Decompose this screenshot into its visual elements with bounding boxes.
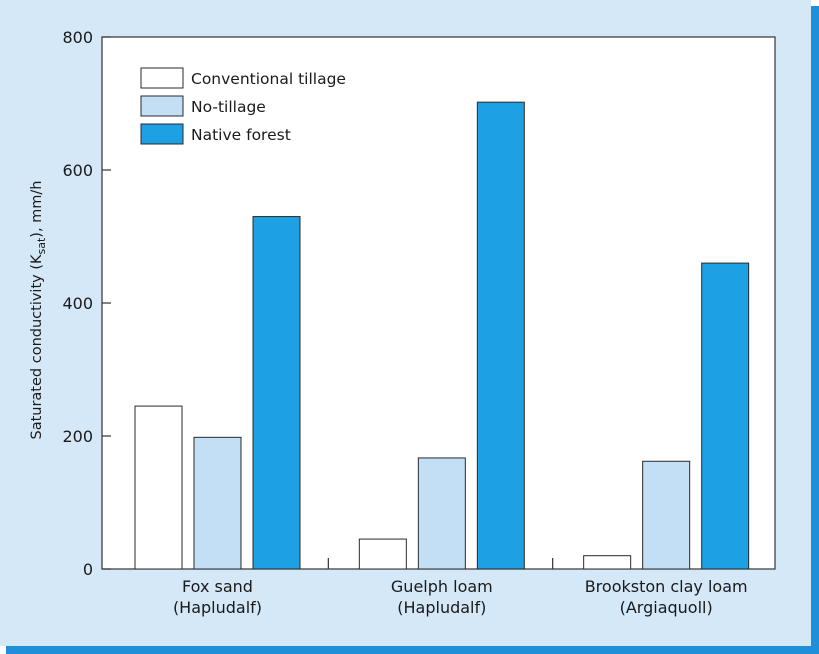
legend-swatch-native-forest: [140, 123, 184, 145]
bar-conventional-tillage: [134, 405, 183, 570]
y-tick-label: 0: [83, 560, 93, 579]
y-axis-title-suffix: ), mm/h: [29, 181, 45, 238]
category-label: Brookston clay loam: [585, 577, 748, 596]
x-axis: Fox sand (Hapludalf) Guelph loam (Hapludalf…: [173, 558, 748, 617]
legend-swatch-no-tillage: [140, 95, 184, 117]
legend-swatch-conventional-tillage: [140, 67, 184, 89]
bar-native-forest: [476, 101, 525, 570]
legend-label-native-forest: Native forest: [191, 126, 291, 144]
y-axis: 0 200 400 600 800: [62, 28, 111, 579]
category-sublabel: (Hapludalf): [397, 598, 486, 617]
bar-no-tillage: [642, 460, 691, 570]
bar-native-forest: [252, 216, 301, 570]
bar-conventional-tillage: [583, 555, 632, 570]
bars-group: [134, 101, 750, 570]
y-tick-label: 800: [62, 28, 93, 47]
legend: Conventional tillage No-tillage Native for…: [140, 67, 346, 145]
bar-conventional-tillage: [358, 538, 407, 570]
category-sublabel: (Argiaquoll): [620, 598, 713, 617]
bar-no-tillage: [193, 436, 242, 570]
y-tick-label: 600: [62, 161, 93, 180]
category-label: Guelph loam: [391, 577, 493, 596]
legend-label-no-tillage: No-tillage: [191, 98, 266, 116]
category-label: Fox sand: [182, 577, 253, 596]
y-tick-label: 200: [62, 427, 93, 446]
bar-native-forest: [701, 262, 750, 570]
y-axis-title: Saturated conductivity (Ksat), mm/h: [29, 181, 48, 440]
panel-bottom-border: [6, 646, 819, 654]
category-sublabel: (Hapludalf): [173, 598, 262, 617]
y-tick-label: 400: [62, 294, 93, 313]
y-axis-title-prefix: Saturated conductivity (K: [29, 254, 45, 439]
panel-right-border: [811, 6, 819, 654]
legend-label-conventional-tillage: Conventional tillage: [191, 70, 346, 88]
bar-no-tillage: [417, 457, 466, 570]
y-axis-title-subscript: sat: [35, 237, 48, 254]
